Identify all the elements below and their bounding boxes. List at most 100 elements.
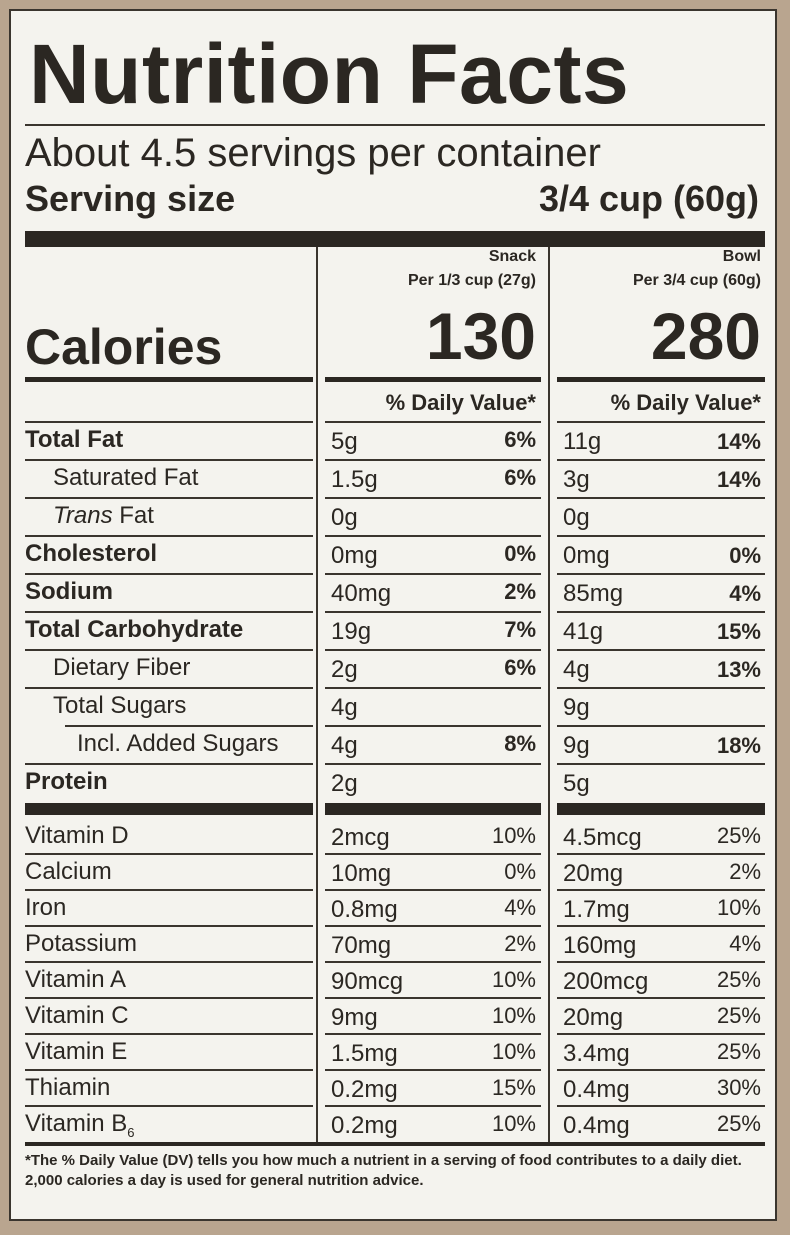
snack-amount: 70mg [331,932,392,959]
row-rule-bowl [557,611,765,613]
row-rule-label [25,687,313,689]
vitamin-label-text: Iron [25,894,67,921]
row-rule-snack [325,997,541,999]
bowl-amount: 5g [563,770,590,797]
row-rule-snack [325,459,541,461]
bowl-calories: 280 [650,299,761,373]
bowl-amount: 1.7mg [563,896,630,923]
row-rule-label [25,649,313,651]
label-title: Nutrition Facts [29,27,630,121]
thick-divider-vitamins-bowl [557,803,765,815]
nutrient-label: Total Carbohydrate [25,615,243,645]
bowl-amount: 0g [563,504,590,531]
snack-daily-value: 15% [491,1075,536,1100]
serving-size-label: Serving size [25,178,236,219]
bowl-amount: 11g [563,428,602,455]
nutrient-label: Total Fat [25,425,123,455]
bowl-amount: 0.4mg [563,1076,630,1103]
row-rule-bowl [557,763,765,765]
row-rule-bowl [557,1105,765,1107]
row-rule-snack [325,687,541,689]
row-rule-snack [325,1033,541,1035]
thick-divider-vitamins-snack [325,803,541,815]
nutrient-label: Dietary Fiber [53,653,190,683]
thick-divider-top [25,231,765,247]
bowl-amount: 0mg [563,542,610,569]
footnote: *The % Daily Value (DV) tells you how mu… [25,1152,742,1189]
row-rule-snack [325,649,541,651]
bowl-daily-value: 25% [716,823,761,848]
snack-daily-value: 0% [504,541,536,566]
row-rule-snack [325,1105,541,1107]
row-rule-label [25,573,313,575]
row-rule-bowl [557,649,765,651]
snack-amount: 0mg [331,542,378,569]
bowl-daily-value: 4% [729,581,761,606]
footnote-rule [25,1142,765,1146]
snack-daily-value: 7% [504,617,536,642]
bowl-daily-value: 25% [716,1003,761,1028]
row-rule-label [25,1033,313,1035]
row-rule-snack [325,611,541,613]
row-rule-bowl [557,573,765,575]
snack-column-name: Snack [488,248,536,265]
row-rule-snack [325,763,541,765]
snack-amount: 0g [331,504,358,531]
row-rule-bowl [557,459,765,461]
row-rule-label [25,497,313,499]
servings-per-container: About 4.5 servings per container [25,131,601,175]
row-rule-snack [325,853,541,855]
calories-rule-snack [325,377,541,382]
snack-daily-value: 10% [491,967,536,992]
snack-amount: 19g [331,618,372,645]
snack-daily-value: 6% [504,427,536,452]
row-rule-label [25,997,313,999]
row-rule-bowl [557,853,765,855]
bowl-amount: 85mg [563,580,624,607]
column-divider-bowl [548,247,550,1142]
bowl-amount: 160mg [563,932,637,959]
vitamin-label: Vitamin D [25,821,129,851]
row-rule-snack [325,889,541,891]
row-rule-label [25,611,313,613]
nutrient-label-text: Total Fat [25,426,124,453]
snack-amount: 9mg [331,1004,378,1031]
snack-amount: 0.2mg [331,1076,398,1103]
nutrient-label: Cholesterol [25,539,157,569]
row-rule-bowl [557,535,765,537]
thick-divider-vitamins-label [25,803,313,815]
bowl-daily-value: 25% [716,1111,761,1136]
bowl-daily-value: 2% [729,859,761,884]
nutrient-label-text: Total Sugars [53,692,187,719]
bowl-amount: 4g [563,656,590,683]
row-rule-label [65,725,313,727]
bowl-amount: 4.5mcg [563,824,642,851]
nutrient-label-text: Fat [112,502,154,529]
row-rule-label [25,421,313,423]
snack-daily-value: 2% [504,579,536,604]
row-rule-bowl [557,1069,765,1071]
snack-amount: 5g [331,428,358,455]
row-rule-bowl [557,687,765,689]
snack-amount: 10mg [331,860,392,887]
row-rule-label [25,459,313,461]
bowl-amount: 9g [563,694,590,721]
row-rule-label [25,889,313,891]
snack-amount: 0.8mg [331,896,398,923]
row-rule-snack [325,573,541,575]
vitamin-label: Potassium [25,929,137,959]
serving-size-value: 3/4 cup (60g) [538,178,759,219]
vitamin-label-subscript: 6 [127,1124,135,1140]
bowl-daily-value: 13% [716,657,761,682]
bowl-daily-value: 15% [716,619,761,644]
vitamin-label: Calcium [25,857,112,887]
bowl-daily-value: 14% [716,429,761,454]
row-rule-snack [325,497,541,499]
row-rule-snack [325,925,541,927]
bowl-amount: 0.4mg [563,1112,630,1139]
row-rule-label [25,853,313,855]
bowl-amount: 20mg [563,1004,624,1031]
vitamin-label: Vitamin C [25,1001,129,1031]
nutrient-label-italic: Trans [53,502,113,529]
vitamin-label: Vitamin B6 [25,1109,135,1148]
